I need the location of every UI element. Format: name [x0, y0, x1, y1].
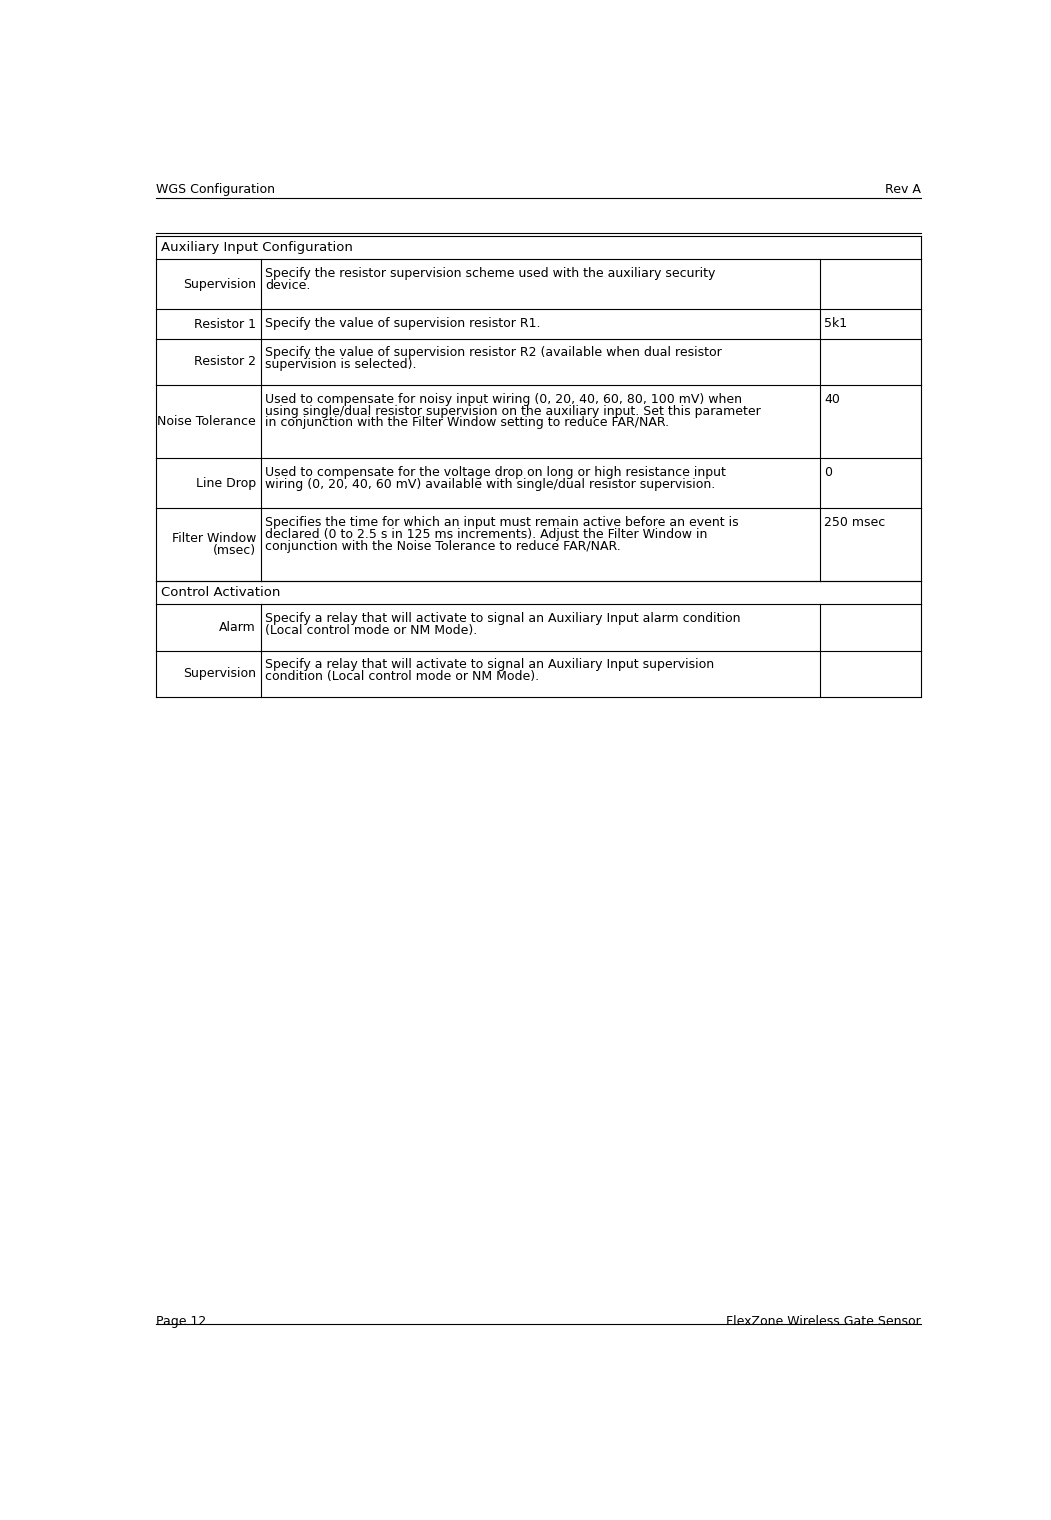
Text: device.: device. [265, 280, 311, 292]
Text: Rev A: Rev A [885, 184, 921, 196]
Text: Used to compensate for noisy input wiring (0, 20, 40, 60, 80, 100 mV) when: Used to compensate for noisy input wirin… [265, 392, 742, 406]
Text: Specify a relay that will activate to signal an Auxiliary Input alarm condition: Specify a relay that will activate to si… [265, 613, 741, 625]
Text: supervision is selected).: supervision is selected). [265, 359, 417, 371]
Text: using single/dual resistor supervision on the auxiliary input. Set this paramete: using single/dual resistor supervision o… [265, 404, 761, 418]
Text: in conjunction with the Filter Window setting to reduce FAR/NAR.: in conjunction with the Filter Window se… [265, 416, 669, 430]
Text: Auxiliary Input Configuration: Auxiliary Input Configuration [161, 242, 353, 254]
Text: 0: 0 [824, 465, 832, 479]
Text: Specify a relay that will activate to signal an Auxiliary Input supervision: Specify a relay that will activate to si… [265, 658, 715, 672]
Text: (msec): (msec) [212, 544, 256, 558]
Text: (Local control mode or NM Mode).: (Local control mode or NM Mode). [265, 625, 477, 637]
Text: 40: 40 [824, 392, 840, 406]
Text: Line Drop: Line Drop [195, 477, 256, 489]
Text: Supervision: Supervision [183, 278, 256, 290]
Text: 250 msec: 250 msec [824, 515, 886, 529]
Text: 5k1: 5k1 [824, 318, 847, 330]
Text: Specifies the time for which an input must remain active before an event is: Specifies the time for which an input mu… [265, 515, 739, 529]
Text: Used to compensate for the voltage drop on long or high resistance input: Used to compensate for the voltage drop … [265, 465, 726, 479]
Text: Specify the resistor supervision scheme used with the auxiliary security: Specify the resistor supervision scheme … [265, 268, 716, 280]
Text: Supervision: Supervision [183, 667, 256, 679]
Text: WGS Configuration: WGS Configuration [157, 184, 275, 196]
Text: Resistor 1: Resistor 1 [194, 318, 256, 330]
Text: declared (0 to 2.5 s in 125 ms increments). Adjust the Filter Window in: declared (0 to 2.5 s in 125 ms increment… [265, 527, 707, 541]
Text: Noise Tolerance: Noise Tolerance [158, 415, 256, 429]
Text: Filter Window: Filter Window [171, 532, 256, 546]
Text: conjunction with the Noise Tolerance to reduce FAR/NAR.: conjunction with the Noise Tolerance to … [265, 540, 621, 553]
Text: Resistor 2: Resistor 2 [194, 356, 256, 368]
Text: Page 12: Page 12 [157, 1315, 206, 1328]
Text: condition (Local control mode or NM Mode).: condition (Local control mode or NM Mode… [265, 670, 539, 682]
Text: Alarm: Alarm [220, 622, 256, 634]
Text: Control Activation: Control Activation [161, 587, 281, 599]
Text: FlexZone Wireless Gate Sensor: FlexZone Wireless Gate Sensor [726, 1315, 921, 1328]
Text: Specify the value of supervision resistor R1.: Specify the value of supervision resisto… [265, 318, 540, 330]
Text: Specify the value of supervision resistor R2 (available when dual resistor: Specify the value of supervision resisto… [265, 347, 722, 359]
Text: wiring (0, 20, 40, 60 mV) available with single/dual resistor supervision.: wiring (0, 20, 40, 60 mV) available with… [265, 477, 716, 491]
